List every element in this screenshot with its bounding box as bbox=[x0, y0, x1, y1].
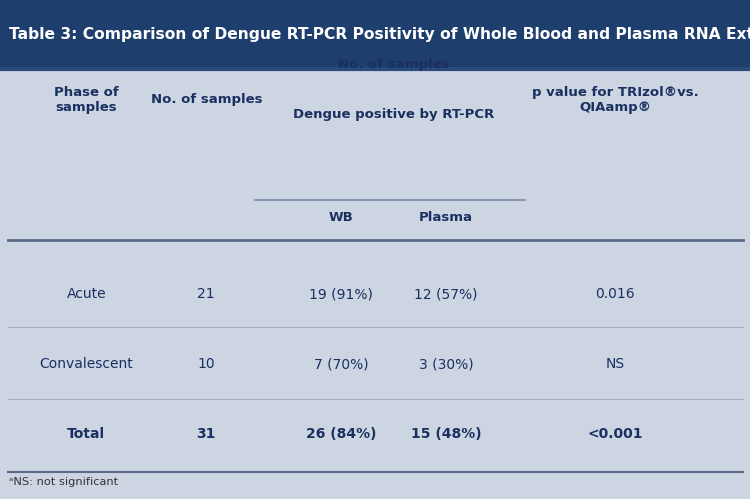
Text: Total: Total bbox=[68, 427, 105, 441]
Text: Plasma: Plasma bbox=[419, 211, 473, 224]
Text: Dengue positive by RT-PCR: Dengue positive by RT-PCR bbox=[293, 108, 494, 121]
Text: 7 (70%): 7 (70%) bbox=[314, 357, 368, 371]
Text: <0.001: <0.001 bbox=[587, 427, 643, 441]
Text: 0.016: 0.016 bbox=[596, 287, 634, 301]
Text: 3 (30%): 3 (30%) bbox=[419, 357, 473, 371]
Text: NS: NS bbox=[605, 357, 625, 371]
Text: Phase of
samples: Phase of samples bbox=[54, 86, 118, 114]
Text: Acute: Acute bbox=[67, 287, 106, 301]
Text: 10: 10 bbox=[197, 357, 215, 371]
Text: No. of samples: No. of samples bbox=[151, 93, 262, 106]
Text: p value for TRIzol®vs.
QIAamp®: p value for TRIzol®vs. QIAamp® bbox=[532, 86, 698, 114]
Text: Convalescent: Convalescent bbox=[39, 357, 134, 371]
Text: 26 (84%): 26 (84%) bbox=[306, 427, 376, 441]
Text: Table 3: Comparison of Dengue RT-PCR Positivity of Whole Blood and Plasma RNA Ex: Table 3: Comparison of Dengue RT-PCR Pos… bbox=[9, 27, 750, 42]
FancyBboxPatch shape bbox=[0, 0, 750, 69]
Text: 12 (57%): 12 (57%) bbox=[415, 287, 478, 301]
Text: 21: 21 bbox=[197, 287, 215, 301]
Text: WB: WB bbox=[328, 211, 354, 224]
Text: 19 (91%): 19 (91%) bbox=[309, 287, 374, 301]
Text: ᵃNS: not significant: ᵃNS: not significant bbox=[9, 477, 118, 487]
Text: No. of samples: No. of samples bbox=[338, 58, 449, 71]
Text: 15 (48%): 15 (48%) bbox=[411, 427, 482, 441]
Text: 31: 31 bbox=[196, 427, 216, 441]
